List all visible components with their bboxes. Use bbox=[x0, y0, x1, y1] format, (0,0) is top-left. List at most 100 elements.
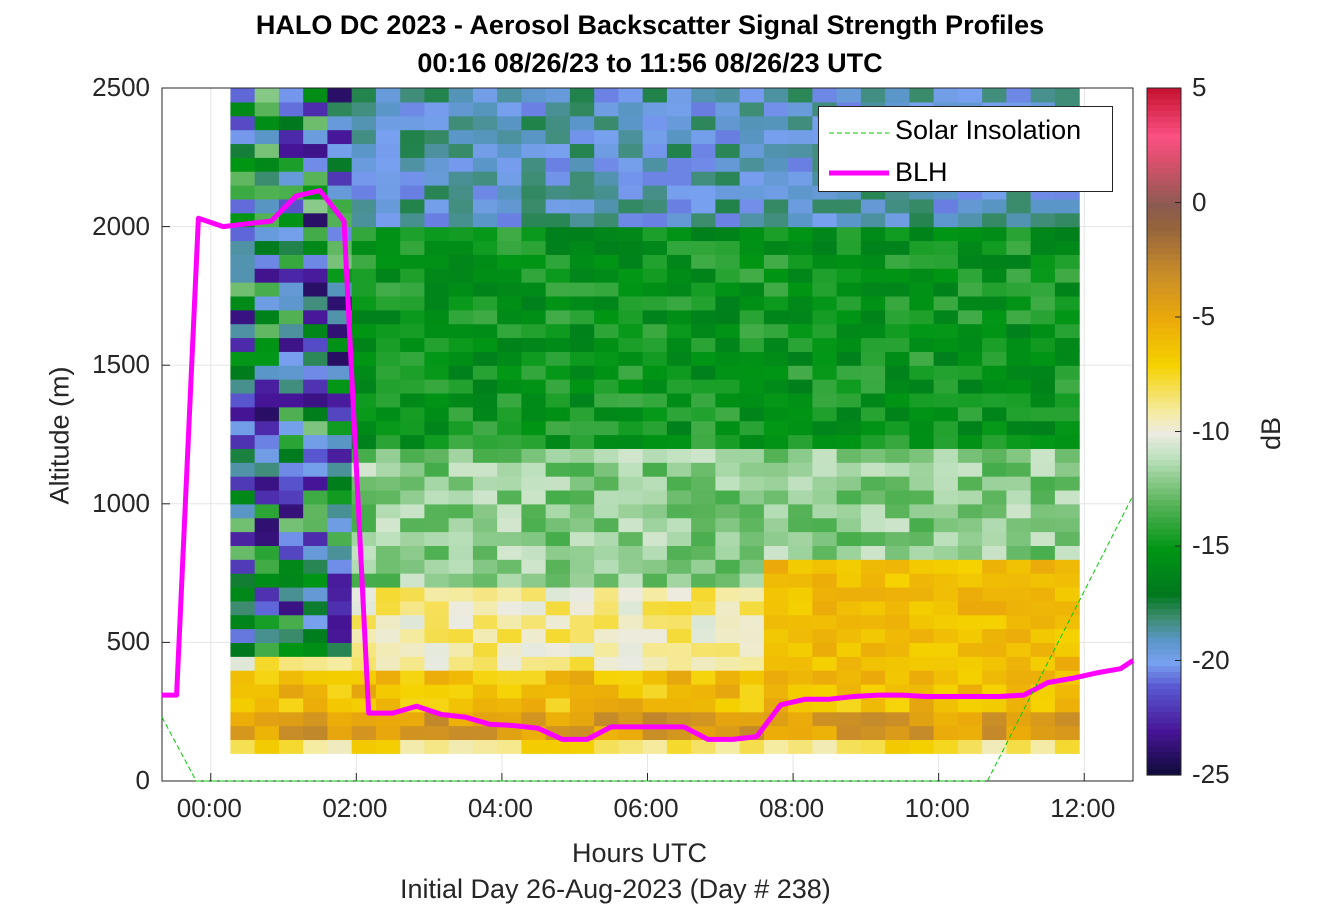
heatmap-cell bbox=[739, 517, 765, 533]
heatmap-cell bbox=[715, 503, 741, 519]
heatmap-cell bbox=[569, 476, 595, 491]
heatmap-cell bbox=[594, 586, 620, 602]
heatmap-cell bbox=[715, 254, 741, 269]
heatmap-cell bbox=[472, 739, 498, 754]
heatmap-cell bbox=[1006, 586, 1032, 602]
heatmap-cell bbox=[642, 198, 668, 214]
heatmap-cell bbox=[933, 434, 959, 449]
heatmap-cell bbox=[618, 489, 644, 505]
heatmap-cell bbox=[303, 365, 329, 380]
heatmap-cell bbox=[933, 365, 959, 380]
heatmap-cell bbox=[230, 254, 256, 269]
heatmap-cell bbox=[594, 185, 620, 200]
heatmap-cell bbox=[375, 725, 401, 741]
heatmap-cell bbox=[618, 268, 644, 283]
heatmap-cell bbox=[1054, 739, 1080, 754]
heatmap-cell bbox=[472, 171, 498, 186]
heatmap-cell bbox=[594, 642, 620, 657]
heatmap-cell bbox=[1006, 212, 1032, 228]
heatmap-cell bbox=[763, 517, 789, 533]
heatmap-cell bbox=[642, 573, 668, 588]
heatmap-cell bbox=[788, 614, 813, 630]
heatmap-cell bbox=[860, 503, 886, 519]
heatmap-cell bbox=[545, 392, 571, 408]
heatmap-cell bbox=[424, 337, 450, 352]
heatmap-cell bbox=[472, 614, 498, 630]
heatmap-cell bbox=[375, 614, 401, 630]
colorbar-segment bbox=[1147, 437, 1181, 444]
heatmap-cell bbox=[1054, 420, 1080, 436]
heatmap-cell bbox=[1054, 711, 1080, 727]
heatmap-cell bbox=[569, 365, 595, 380]
heatmap-cell bbox=[497, 434, 523, 449]
heatmap-cell bbox=[448, 489, 474, 505]
heatmap-cell bbox=[739, 489, 765, 505]
heatmap-cell bbox=[424, 392, 450, 408]
heatmap-cell bbox=[763, 365, 789, 380]
heatmap-cell bbox=[594, 351, 620, 366]
heatmap-cell bbox=[666, 171, 692, 186]
heatmap-cell bbox=[691, 406, 717, 422]
heatmap-cell bbox=[521, 309, 547, 325]
heatmap-cell bbox=[327, 476, 353, 491]
heatmap-cell bbox=[715, 88, 741, 103]
heatmap-cell bbox=[472, 337, 498, 352]
heatmap-cell bbox=[812, 392, 838, 408]
heatmap-cell bbox=[1006, 282, 1032, 297]
heatmap-cell bbox=[885, 323, 910, 339]
heatmap-cell bbox=[836, 559, 862, 574]
colorbar-segment bbox=[1147, 431, 1181, 438]
heatmap-cell bbox=[957, 448, 983, 463]
heatmap-cell bbox=[739, 88, 765, 103]
heatmap-cell bbox=[472, 226, 498, 242]
heatmap-cell bbox=[642, 489, 668, 505]
heatmap-cell bbox=[763, 129, 789, 145]
heatmap-cell bbox=[375, 545, 401, 560]
heatmap-cell bbox=[1030, 434, 1056, 449]
heatmap-cell bbox=[1054, 503, 1080, 519]
heatmap-cell bbox=[521, 586, 547, 602]
heatmap-cell bbox=[691, 600, 717, 616]
heatmap-cell bbox=[521, 282, 547, 297]
heatmap-cell bbox=[375, 171, 401, 186]
heatmap-cell bbox=[933, 586, 959, 602]
heatmap-cell bbox=[618, 420, 644, 436]
heatmap-cell bbox=[400, 406, 426, 422]
heatmap-cell bbox=[303, 212, 329, 228]
heatmap-cell bbox=[739, 559, 765, 574]
heatmap-cell bbox=[569, 614, 595, 630]
heatmap-cell bbox=[594, 143, 620, 158]
heatmap-cell bbox=[400, 337, 426, 352]
heatmap-cell bbox=[957, 739, 983, 754]
heatmap-cell bbox=[375, 337, 401, 352]
heatmap-cell bbox=[1054, 226, 1080, 242]
heatmap-cell bbox=[521, 129, 547, 145]
heatmap-cell bbox=[812, 462, 838, 477]
heatmap-cell bbox=[982, 365, 1007, 380]
heatmap-cell bbox=[472, 282, 498, 297]
heatmap-cell bbox=[885, 476, 910, 491]
heatmap-cell bbox=[909, 295, 935, 311]
heatmap-cell bbox=[424, 670, 450, 685]
heatmap-cell bbox=[230, 725, 256, 741]
heatmap-cell bbox=[788, 115, 813, 131]
heatmap-cell bbox=[715, 212, 741, 228]
heatmap-cell bbox=[836, 462, 862, 477]
heatmap-cell bbox=[375, 309, 401, 325]
heatmap-cell bbox=[618, 670, 644, 685]
heatmap-cell bbox=[254, 683, 280, 699]
heatmap-cell bbox=[1006, 600, 1032, 616]
heatmap-cell bbox=[836, 711, 862, 727]
heatmap-cell bbox=[351, 282, 377, 297]
heatmap-cell bbox=[448, 406, 474, 422]
heatmap-cell bbox=[957, 573, 983, 588]
heatmap-cell bbox=[812, 365, 838, 380]
heatmap-cell bbox=[1054, 434, 1080, 449]
heatmap-cell bbox=[521, 240, 547, 255]
heatmap-cell bbox=[957, 434, 983, 449]
heatmap-cell bbox=[715, 309, 741, 325]
heatmap-cell bbox=[594, 254, 620, 269]
heatmap-cell bbox=[594, 226, 620, 242]
heatmap-cell bbox=[642, 212, 668, 228]
heatmap-cell bbox=[569, 185, 595, 200]
